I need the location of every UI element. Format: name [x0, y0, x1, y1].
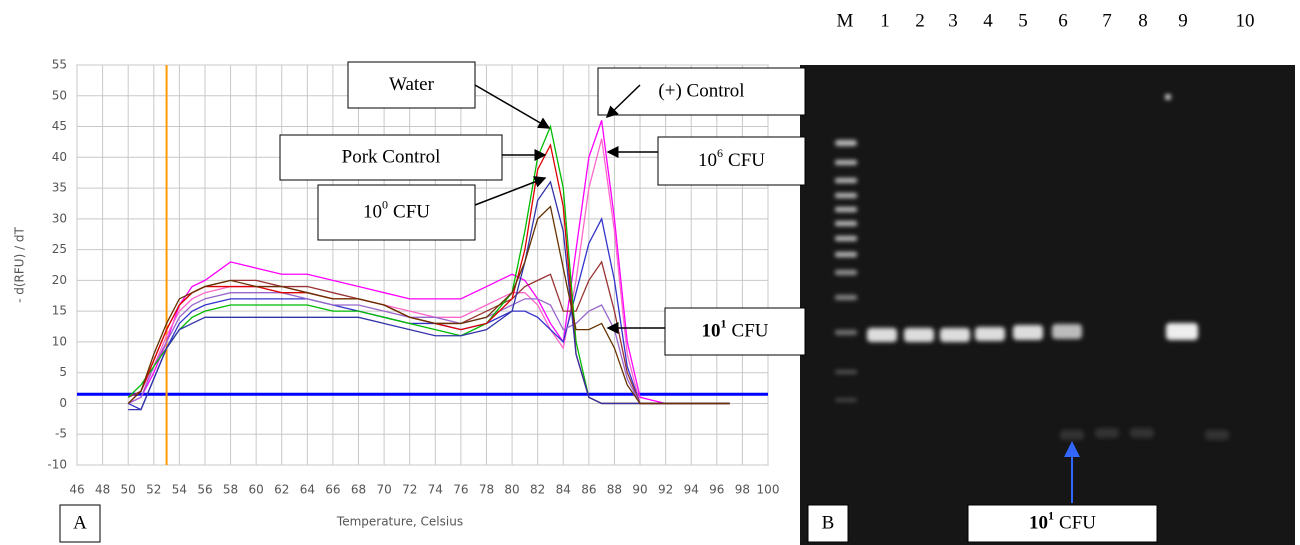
annotation-suffix: CFU	[393, 202, 430, 223]
annotation: (+) Control	[658, 81, 744, 102]
y-tick-label: 15	[52, 304, 67, 318]
annotation: 106 CFU	[698, 146, 765, 172]
annotation-text: 10	[698, 150, 717, 171]
x-tick-label: 86	[581, 483, 596, 497]
lane-label: 8	[1138, 10, 1148, 31]
y-tick-label: 30	[52, 211, 67, 225]
lane-label: 10	[1236, 10, 1255, 31]
annotation-sup: 1	[721, 316, 727, 330]
annotation-suffix: CFU	[728, 150, 765, 171]
x-tick-label: 96	[709, 483, 724, 497]
x-tick-label: 56	[197, 483, 212, 497]
annotation-text: Water	[389, 74, 435, 95]
annotation-arrow	[474, 176, 547, 206]
melt-curve	[127, 205, 730, 405]
lane-label: 2	[915, 10, 925, 31]
melt-curve	[127, 138, 730, 405]
annotation-sup: 6	[717, 146, 723, 160]
x-tick-label: 74	[428, 483, 443, 497]
annotation-suffix: CFU	[732, 321, 769, 342]
x-tick-label: 46	[69, 483, 84, 497]
panel-label: A	[73, 512, 87, 533]
annotation-text: 10	[363, 202, 382, 223]
x-tick-label: 54	[172, 483, 187, 497]
panel-label: B	[822, 512, 835, 533]
y-tick-label: 50	[52, 88, 67, 102]
plot-area	[76, 64, 769, 466]
x-tick-label: 52	[146, 483, 161, 497]
x-tick-label: 80	[504, 483, 519, 497]
x-tick-label: 72	[402, 483, 417, 497]
annotation: 100 CFU	[363, 197, 430, 223]
lane-label: 5	[1018, 10, 1028, 31]
lane-label: 3	[948, 10, 958, 31]
melt-curve	[128, 180, 730, 411]
label-box	[664, 307, 806, 356]
y-tick-label: 5	[59, 365, 67, 379]
x-tick-label: 58	[223, 483, 238, 497]
x-tick-label: 70	[376, 483, 391, 497]
annotation-sup: 0	[382, 197, 388, 211]
x-tick-label: 76	[453, 483, 468, 497]
panel-label-box	[59, 504, 101, 543]
x-tick-label: 68	[351, 483, 366, 497]
lane-label: 9	[1178, 10, 1188, 31]
annotation-arrow	[605, 84, 641, 119]
annotation-arrow	[474, 84, 551, 129]
annotation: 101 CFU	[702, 316, 769, 342]
x-tick-label: 98	[735, 483, 750, 497]
panel-label-box	[807, 504, 849, 543]
y-tick-label: 10	[52, 334, 67, 348]
y-tick-label: 45	[52, 119, 67, 133]
x-tick-label: 88	[607, 483, 622, 497]
x-tick-label: 48	[95, 483, 110, 497]
y-tick-label: 40	[52, 150, 67, 164]
gel-panel	[800, 65, 1295, 545]
lane-label: M	[837, 10, 854, 31]
lane-label: 7	[1102, 10, 1112, 31]
annotation-text: 10	[702, 321, 721, 342]
y-tick-label: -10	[47, 458, 67, 472]
y-tick-label: 20	[52, 273, 67, 287]
lane-label: 6	[1058, 10, 1068, 31]
annotation: Water	[389, 74, 435, 95]
y-axis-label: - d(RFU) / dT	[13, 226, 27, 302]
x-tick-label: 84	[556, 483, 571, 497]
y-tick-label: 55	[52, 58, 67, 72]
y-tick-label: 25	[52, 242, 67, 256]
annotation: Pork Control	[342, 147, 441, 168]
x-tick-label: 78	[479, 483, 494, 497]
y-tick-label: -5	[55, 427, 67, 441]
x-tick-label: 66	[325, 483, 340, 497]
annotation-sup: 1	[1048, 508, 1054, 522]
x-tick-label: 82	[530, 483, 545, 497]
annotation: 101 CFU	[1029, 508, 1096, 534]
label-box	[279, 134, 503, 181]
melt-curve	[127, 120, 730, 405]
annotation-text: 10	[1029, 513, 1048, 534]
annotation-suffix: CFU	[1059, 513, 1096, 534]
y-tick-label: 0	[59, 396, 67, 410]
annotation-text: Pork Control	[342, 147, 441, 168]
label-box	[967, 504, 1158, 543]
x-axis-label: Temperature, Celsius	[336, 515, 463, 529]
x-tick-label: 62	[274, 483, 289, 497]
x-tick-label: 64	[300, 483, 315, 497]
lane-label: 1	[880, 10, 890, 31]
label-box	[347, 61, 476, 109]
annotation-text: (+) Control	[658, 81, 744, 102]
lane-label: 4	[983, 10, 993, 31]
label-box	[657, 136, 806, 186]
x-tick-label: 90	[632, 483, 647, 497]
x-tick-label: 60	[249, 483, 264, 497]
label-box	[317, 184, 476, 241]
x-tick-label: 50	[121, 483, 136, 497]
x-tick-label: 92	[658, 483, 673, 497]
x-tick-label: 100	[757, 483, 780, 497]
x-tick-label: 94	[684, 483, 699, 497]
y-tick-label: 35	[52, 181, 67, 195]
